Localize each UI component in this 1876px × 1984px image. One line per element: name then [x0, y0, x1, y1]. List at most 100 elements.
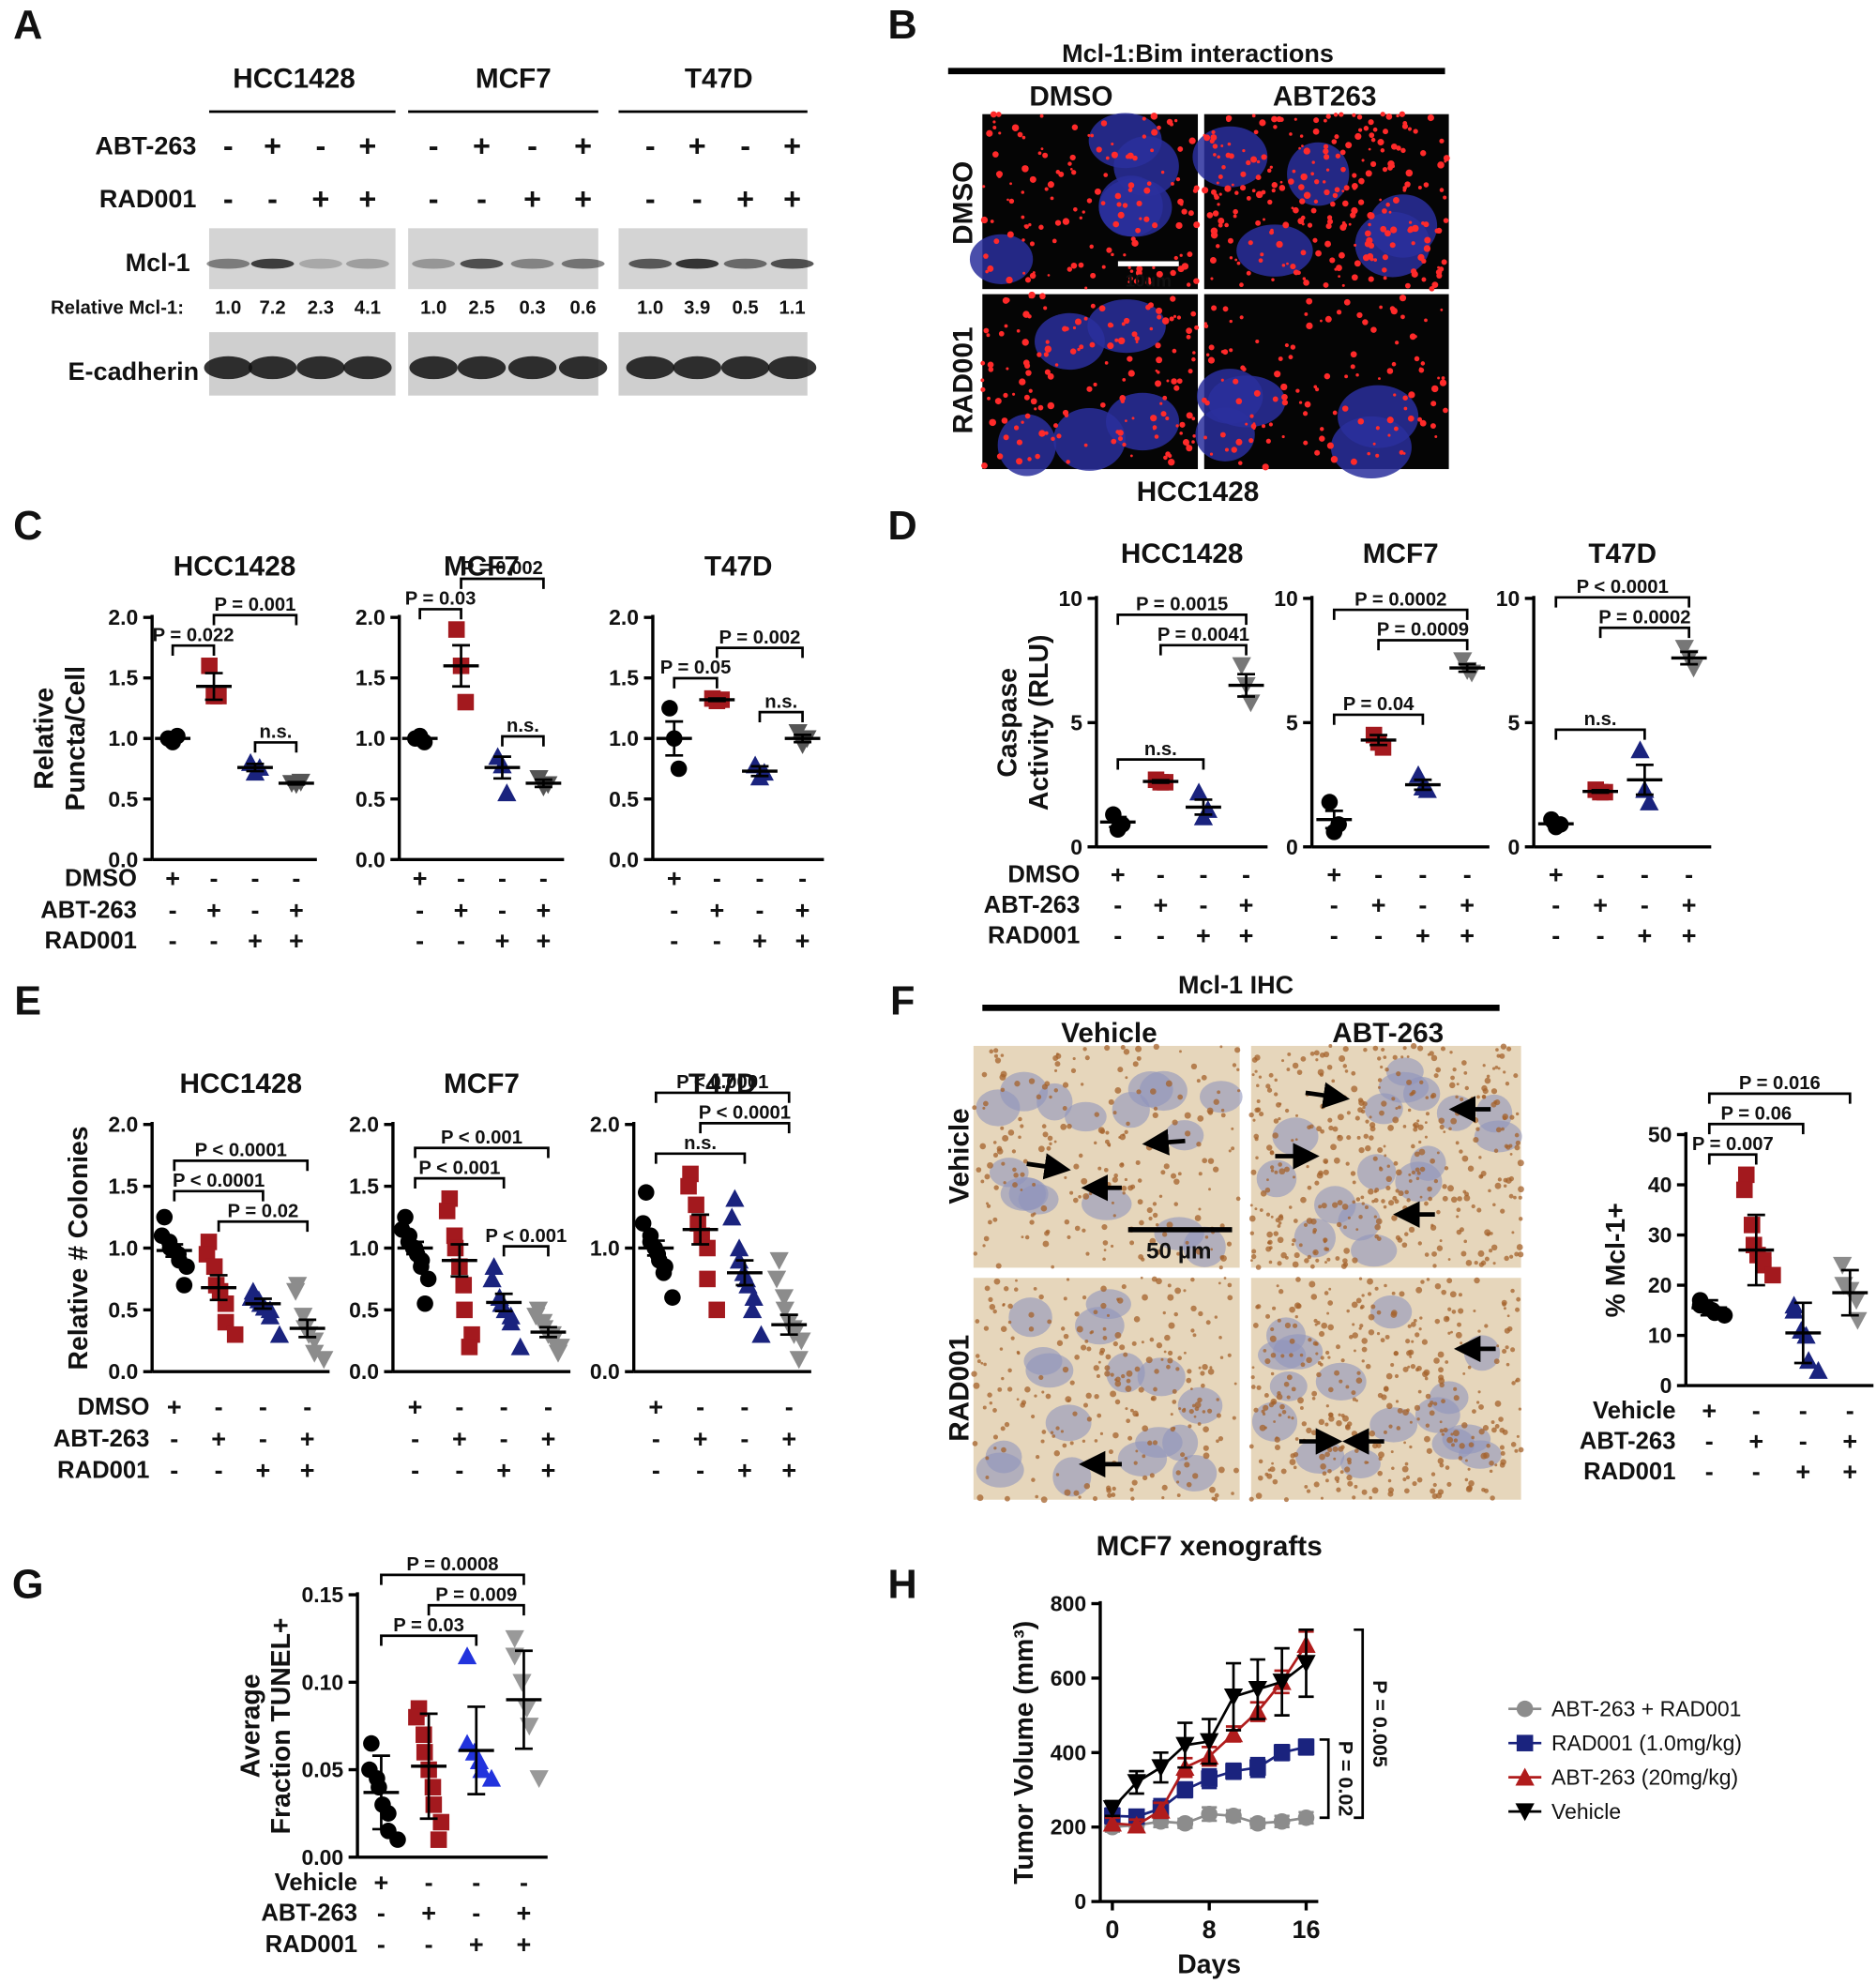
puncta [1086, 386, 1093, 392]
puncta [1013, 425, 1020, 431]
treatment-label: ABT-263 [1580, 1429, 1676, 1455]
stain [1326, 1065, 1333, 1070]
stain [1358, 1214, 1363, 1219]
sign: - [292, 865, 300, 893]
puncta [1332, 410, 1338, 416]
puncta [1401, 123, 1409, 129]
stain [1426, 1278, 1430, 1281]
stain [1323, 1238, 1327, 1242]
point [699, 1239, 716, 1257]
puncta [1298, 146, 1301, 150]
stain [1112, 1486, 1116, 1492]
stain [1152, 1440, 1158, 1446]
stain [1327, 1446, 1333, 1453]
stain [1258, 1075, 1263, 1079]
puncta [1129, 454, 1133, 458]
stain [1250, 1169, 1257, 1175]
stain [1170, 1413, 1173, 1416]
puncta [1036, 352, 1042, 357]
stain [1384, 1430, 1387, 1434]
puncta [1029, 241, 1035, 247]
stain [1424, 1121, 1428, 1125]
point [408, 1708, 425, 1726]
stain [1430, 1224, 1437, 1231]
cell-line: T47D [685, 63, 753, 94]
stain [1186, 1377, 1192, 1384]
point [430, 1831, 447, 1848]
stain [1040, 1204, 1048, 1212]
stain [1217, 1090, 1221, 1095]
stain [1343, 1225, 1347, 1230]
stain [1315, 1352, 1319, 1355]
stain [1508, 1193, 1514, 1199]
stain [1375, 1218, 1383, 1225]
puncta [1003, 392, 1008, 399]
stain [1431, 1492, 1438, 1499]
sign: + [648, 1393, 663, 1421]
treatment-label: DMSO [77, 1394, 149, 1420]
nucleus [1330, 416, 1412, 478]
stain [1348, 1335, 1354, 1340]
point [416, 1295, 433, 1312]
stain [1482, 1064, 1486, 1068]
error-bar [646, 1239, 665, 1257]
stain [1430, 1094, 1435, 1099]
stain [1513, 1073, 1519, 1079]
stain [1315, 1058, 1319, 1062]
puncta [1405, 169, 1414, 177]
stain [1319, 1053, 1325, 1058]
stain [1460, 1097, 1464, 1101]
puncta [1082, 210, 1085, 214]
point [517, 1700, 537, 1719]
stain [1208, 1188, 1211, 1191]
nucleus [1025, 1353, 1074, 1388]
stain [1220, 1113, 1226, 1118]
puncta [1274, 371, 1281, 378]
stain [1493, 1148, 1499, 1154]
stain [1439, 1239, 1443, 1243]
stain [1345, 1424, 1351, 1431]
stain [1132, 1061, 1139, 1068]
stain [1218, 1265, 1223, 1270]
annotation: P = 0.005 [1369, 1680, 1392, 1767]
stain [980, 1361, 984, 1365]
stain [1055, 1053, 1059, 1056]
y-axis-label: Caspase [992, 668, 1022, 778]
error-bar [246, 762, 265, 773]
nucleus [1369, 1407, 1418, 1443]
stain [1497, 1067, 1501, 1070]
point [1273, 1812, 1291, 1830]
point [1151, 1759, 1171, 1778]
puncta [1032, 271, 1036, 275]
stain [1515, 1307, 1520, 1312]
stain [1183, 1351, 1187, 1355]
stain [1248, 1444, 1254, 1449]
stain [1409, 1445, 1413, 1449]
point [1640, 792, 1659, 810]
stain [1505, 1362, 1510, 1367]
legend-label: ABT-263 + RAD001 [1551, 1697, 1741, 1721]
puncta [1304, 401, 1311, 408]
stain [1384, 1154, 1387, 1158]
stain [983, 1235, 990, 1242]
stain [1219, 1355, 1224, 1359]
point [424, 1779, 442, 1795]
puncta [986, 129, 993, 137]
puncta [1024, 413, 1031, 419]
sign: + [211, 1425, 226, 1453]
sign: - [1113, 891, 1122, 919]
stain [1505, 1345, 1509, 1350]
puncta [1306, 297, 1313, 305]
sign: + [1637, 921, 1652, 949]
stain [1374, 1188, 1380, 1193]
error-bar [204, 672, 223, 702]
puncta [1289, 132, 1293, 136]
stain [1038, 1294, 1044, 1300]
nucleus [1087, 299, 1166, 354]
band [298, 258, 342, 269]
puncta [1396, 114, 1399, 118]
stain [1456, 1229, 1462, 1235]
stain [1277, 1391, 1281, 1396]
error-bar [494, 1292, 513, 1313]
puncta [1281, 399, 1289, 406]
